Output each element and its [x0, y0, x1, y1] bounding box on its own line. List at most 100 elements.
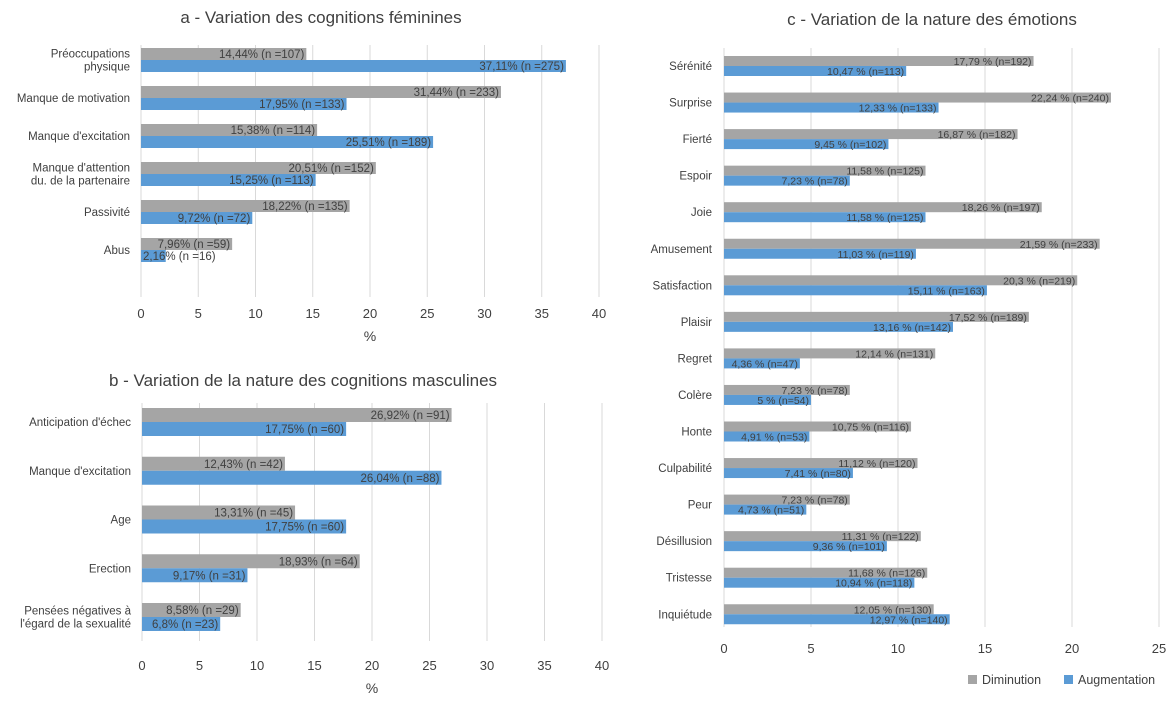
chart-c-nature-emotions: c - Variation de la nature des émotions 0…	[651, 10, 1167, 656]
data-label-diminution-10: 10,75 % (n=116)	[832, 422, 909, 434]
x-tick-label-3: 15	[307, 658, 321, 673]
chart-title: a - Variation des cognitions féminines	[180, 8, 461, 27]
chart-title: c - Variation de la nature des émotions	[787, 10, 1077, 29]
category-label-1: Manque d'excitation	[29, 466, 131, 478]
data-label-augmentation-13: 9,36 % (n=101)	[813, 541, 885, 553]
data-label-diminution-1: 31,44% (n =233)	[414, 87, 500, 99]
bar-diminution-0	[141, 48, 307, 60]
category-label-4: Joie	[691, 207, 712, 219]
data-label-diminution-0: 26,92% (n =91)	[371, 410, 450, 422]
category-label-2: Manque d'excitation	[28, 131, 130, 143]
data-label-diminution-1: 22,24 % (n=240)	[1031, 93, 1109, 105]
category-label-12: Peur	[688, 500, 712, 512]
bar-diminution-2	[724, 129, 1018, 140]
bar-augmentation-2	[141, 136, 434, 148]
bar-augmentation-9	[724, 394, 811, 405]
category-label-8: Regret	[677, 353, 712, 365]
category-label-3: Espoir	[679, 171, 712, 183]
x-tick-label-8: 40	[595, 658, 609, 673]
data-label-augmentation-4: 11,58 % (n=125)	[846, 212, 923, 224]
bar-diminution-4	[142, 603, 241, 617]
bar-augmentation-10	[724, 431, 810, 442]
category-label-2: Age	[111, 515, 131, 527]
data-label-diminution-0: 17,79 % (n=192)	[954, 56, 1032, 68]
chart-a-cognitions-feminines: a - Variation des cognitions féminines 0 5…	[17, 8, 606, 344]
data-label-diminution-5: 7,96% (n =59)	[158, 239, 231, 251]
category-label-7: Plaisir	[681, 317, 712, 329]
x-tick-label-0: 0	[137, 306, 144, 321]
category-label-4: Passivité	[84, 207, 130, 219]
category-label-2: Fierté	[683, 134, 712, 146]
data-label-augmentation-12: 4,73 % (n=51)	[738, 505, 804, 517]
x-tick-label-4: 20	[365, 658, 379, 673]
data-label-diminution-7: 17,52 % (n=189)	[949, 312, 1027, 324]
bar-diminution-1	[141, 86, 501, 98]
bar-diminution-1	[142, 456, 285, 471]
chart-title: b - Variation de la nature des cognition…	[109, 371, 497, 390]
x-tick-label-5: 25	[422, 658, 436, 673]
data-label-augmentation-14: 10,94 % (n=118)	[835, 578, 912, 590]
bar-diminution-9	[724, 384, 850, 395]
data-label-augmentation-3: 15,25% (n =113)	[229, 175, 314, 187]
data-label-diminution-11: 11,12 % (n=120)	[838, 458, 915, 470]
bar-diminution-3	[142, 554, 360, 569]
category-label-0: Anticipation d'échec	[29, 417, 131, 429]
category-label-0: Sérénité	[669, 61, 712, 73]
data-label-augmentation-0: 10,47 % (n=113)	[827, 66, 904, 78]
bar-diminution-2	[141, 124, 318, 136]
category-label-4-line-0: Pensées négatives à	[24, 606, 131, 618]
bar-augmentation-1	[724, 102, 939, 113]
bar-diminution-11	[724, 458, 918, 469]
data-label-diminution-8: 12,14 % (n=131)	[855, 348, 933, 360]
bar-augmentation-0	[141, 60, 566, 72]
x-axis-label: %	[366, 680, 378, 696]
bar-diminution-4	[724, 202, 1042, 213]
bar-augmentation-13	[724, 541, 887, 552]
data-label-augmentation-15: 12,97 % (n=140)	[870, 614, 948, 626]
category-label-1: Manque de motivation	[17, 93, 130, 105]
x-tick-label-3: 15	[306, 306, 320, 321]
category-label-3: Erection	[89, 563, 131, 575]
data-label-diminution-3: 18,93% (n =64)	[279, 556, 358, 568]
data-label-augmentation-3: 7,23 % (n=78)	[782, 176, 848, 188]
x-tick-label-0: 0	[720, 641, 727, 656]
data-label-augmentation-5: 2,16% (n =16)	[143, 251, 216, 263]
bar-diminution-0	[724, 56, 1034, 66]
category-label-0-line-0: Préoccupations	[51, 49, 131, 61]
bar-augmentation-4	[141, 212, 253, 224]
bar-augmentation-1	[142, 470, 442, 485]
category-label-3-line-1: du. de la partenaire	[31, 176, 130, 188]
bar-augmentation-2	[142, 519, 347, 534]
bar-diminution-14	[724, 567, 928, 578]
bar-augmentation-6	[724, 285, 987, 296]
data-label-augmentation-2: 9,45 % (n=102)	[814, 139, 886, 151]
x-tick-label-7: 35	[537, 658, 551, 673]
bar-diminution-0	[142, 408, 452, 422]
bar-diminution-3	[724, 165, 926, 176]
data-label-augmentation-10: 4,91 % (n=53)	[741, 432, 807, 444]
category-label-1: Surprise	[669, 98, 712, 110]
data-label-diminution-5: 21,59 % (n=233)	[1020, 239, 1098, 251]
data-label-augmentation-3: 9,17% (n =31)	[173, 570, 246, 582]
x-tick-label-5: 25	[420, 306, 434, 321]
data-label-augmentation-1: 12,33 % (n=133)	[859, 103, 937, 115]
data-label-diminution-15: 12,05 % (n=130)	[854, 604, 932, 616]
data-label-diminution-4: 18,26 % (n=197)	[962, 202, 1040, 214]
category-label-5: Amusement	[651, 244, 713, 256]
category-label-11: Culpabilité	[658, 463, 712, 475]
bar-diminution-1	[724, 92, 1111, 103]
category-label-6: Satisfaction	[653, 280, 712, 292]
legend-swatch-0	[968, 675, 977, 684]
category-label-14: Tristesse	[666, 573, 712, 585]
bar-augmentation-3	[142, 568, 248, 583]
data-label-diminution-1: 12,43% (n =42)	[204, 459, 283, 471]
bar-augmentation-11	[724, 468, 853, 479]
bar-augmentation-3	[724, 175, 850, 186]
category-label-3-line-0: Manque d'attention	[33, 163, 130, 175]
data-label-augmentation-4: 6,8% (n =23)	[152, 619, 218, 631]
data-label-diminution-14: 11,68 % (n=126)	[848, 568, 925, 580]
data-label-diminution-3: 11,58 % (n=125)	[846, 166, 923, 178]
data-label-augmentation-1: 17,95% (n =133)	[259, 99, 345, 111]
legend-label-0: Diminution	[982, 673, 1041, 687]
